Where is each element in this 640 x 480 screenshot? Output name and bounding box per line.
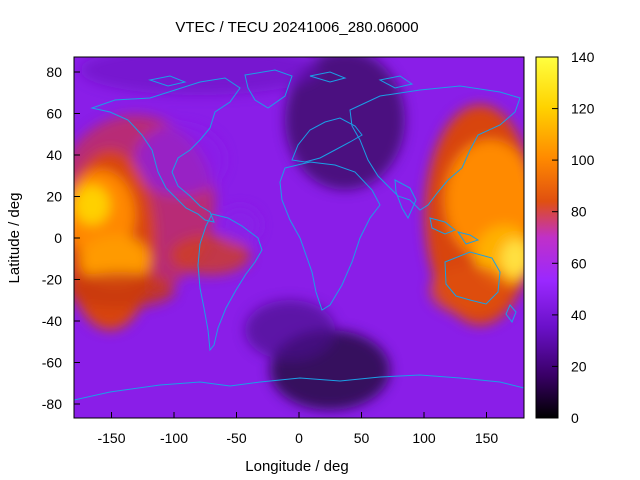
colorbar-tick-label: 140 — [571, 49, 595, 65]
y-tick-label: 0 — [54, 230, 62, 246]
colorbar: 0 20 40 60 80 100 120 140 — [535, 49, 595, 426]
x-tick-label: 150 — [475, 430, 499, 446]
y-tick-label: -40 — [42, 313, 62, 329]
vtec-field — [74, 57, 524, 418]
y-axis: 80 60 40 20 0 -20 -40 -60 -80 — [42, 64, 80, 412]
y-tick-label: 60 — [46, 106, 62, 122]
trough-europe-africa — [285, 57, 405, 190]
x-tick-label: 0 — [295, 430, 303, 446]
x-tick-label: 100 — [412, 430, 436, 446]
chart-title: VTEC / TECU 20241006_280.06000 — [175, 19, 418, 36]
x-tick-label: -50 — [226, 430, 246, 446]
colorbar-tick-label: 60 — [571, 255, 587, 271]
colorbar-gradient — [535, 56, 559, 419]
y-axis-title: Latitude / deg — [6, 193, 23, 284]
y-tick-label: -80 — [42, 396, 62, 412]
y-tick-label: 40 — [46, 147, 62, 163]
x-tick-label: -150 — [97, 430, 125, 446]
coastlines — [74, 69, 524, 401]
colorbar-tick-label: 120 — [571, 101, 595, 117]
x-tick-label: -100 — [160, 430, 188, 446]
x-axis-title: Longitude / deg — [245, 458, 348, 475]
colorbar-tick-label: 40 — [571, 307, 587, 323]
colorbar-tick-label: 20 — [571, 358, 587, 374]
y-tick-label: -60 — [42, 355, 62, 371]
x-axis: -150 -100 -50 0 50 100 150 — [97, 412, 498, 446]
y-tick-label: -20 — [42, 272, 62, 288]
y-tick-label: 20 — [46, 189, 62, 205]
x-tick-label: 50 — [354, 430, 370, 446]
y-tick-label: 80 — [46, 64, 62, 80]
colorbar-tick-label: 80 — [571, 204, 587, 220]
colorbar-tick-label: 0 — [571, 410, 579, 426]
colorbar-tick-label: 100 — [571, 152, 595, 168]
